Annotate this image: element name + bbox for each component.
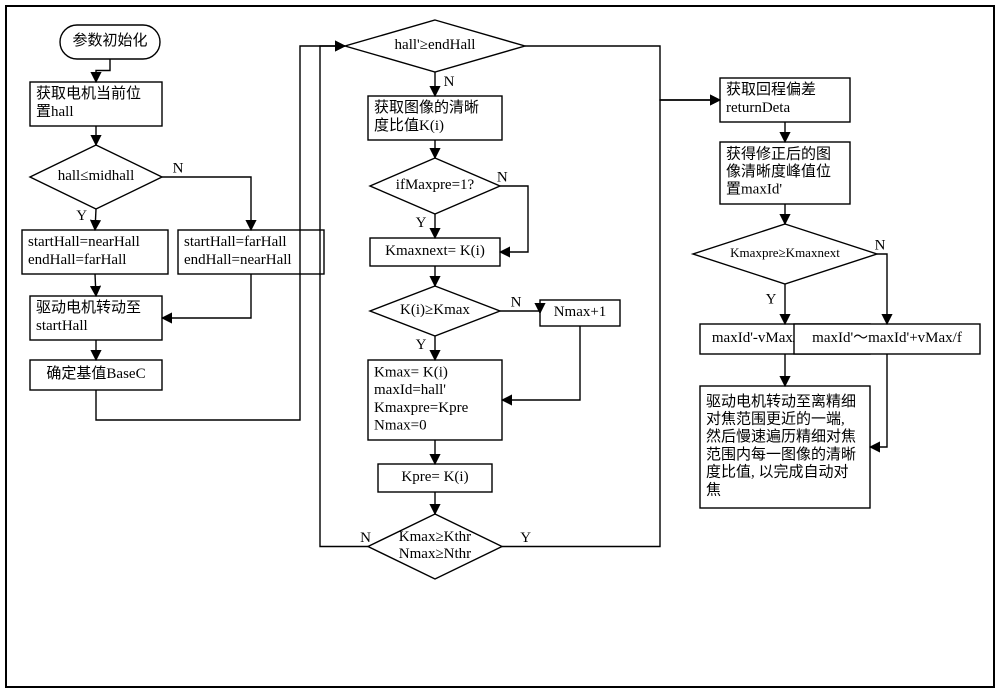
flowchart-canvas: 参数初始化获取电机当前位置hall hall≤midhall startHall=n…	[0, 0, 1000, 693]
edge-label: N	[444, 74, 455, 90]
svg-text:Kmaxpre≥Kmaxnext: Kmaxpre≥Kmaxnext	[730, 245, 840, 260]
node-n_far: startHall=farHallendHall=nearHall	[178, 230, 324, 274]
edge	[162, 177, 251, 230]
svg-text:startHall=nearHallendHall=farH: startHall=nearHallendHall=farHall	[28, 235, 140, 269]
edge-label: Y	[766, 291, 777, 307]
node-n_dec_midhall: hall≤midhall	[30, 145, 162, 209]
edge-label: Y	[416, 215, 427, 231]
node-n_update: Kmax= K(i)maxId=hall'Kmaxpre=KpreNmax=0	[368, 360, 502, 440]
node-n_final: 驱动电机转动至离精细对焦范围更近的一端,然后慢速遍历精细对焦范围内每一图像的清晰…	[700, 386, 870, 508]
node-n_dec_ki_kmax: K(i)≥Kmax	[370, 286, 500, 336]
svg-text:Nmax+1: Nmax+1	[554, 304, 607, 320]
node-n_maxid: 获得修正后的图像清晰度峰值位置maxId'	[720, 142, 850, 204]
node-n_kmaxnext: Kmaxnext= K(i)	[370, 238, 500, 266]
svg-text:确定基值BaseC: 确定基值BaseC	[46, 365, 145, 382]
svg-text:Kmax≥KthrNmax≥Nthr: Kmax≥KthrNmax≥Nthr	[399, 529, 471, 562]
edge-label: N	[360, 530, 371, 546]
svg-text:ifMaxpre=1?: ifMaxpre=1?	[396, 177, 475, 193]
edge-label: Y	[416, 337, 427, 353]
edge	[525, 46, 720, 100]
svg-text:hall≤midhall: hall≤midhall	[58, 168, 135, 184]
edge	[96, 59, 110, 82]
node-n_dec_ifmax: ifMaxpre=1?	[370, 158, 500, 214]
edge	[162, 274, 251, 318]
node-n_range_right: maxId'～maxId'+vMax/f	[794, 324, 980, 354]
edge	[500, 311, 540, 313]
node-n_dec_kmaxpre: Kmaxpre≥Kmaxnext	[693, 224, 877, 284]
node-n_dec_kthr: Kmax≥KthrNmax≥Nthr	[368, 514, 502, 579]
svg-text:K(i)≥Kmax: K(i)≥Kmax	[400, 302, 470, 318]
node-n_get_hall: 获取电机当前位置hall	[30, 82, 162, 126]
svg-text:hall'≥endHall: hall'≥endHall	[395, 37, 476, 53]
edge-label: N	[497, 169, 508, 185]
edge-label: N	[875, 237, 886, 253]
node-n_kpre: Kpre= K(i)	[378, 464, 492, 492]
node-n_basec: 确定基值BaseC	[30, 360, 162, 390]
edge	[320, 46, 368, 547]
node-n_drive_start: 驱动电机转动至startHall	[30, 296, 162, 340]
edge	[870, 354, 887, 447]
svg-text:maxId'～maxId'+vMax/f: maxId'～maxId'+vMax/f	[812, 330, 962, 346]
node-n_ret_deta: 获取回程偏差returnDeta	[720, 78, 850, 122]
svg-text:Kmaxnext= K(i): Kmaxnext= K(i)	[385, 243, 485, 259]
node-n_nmax_inc: Nmax+1	[540, 300, 620, 326]
svg-text:参数初始化: 参数初始化	[72, 32, 147, 49]
edge	[95, 274, 96, 296]
edge	[500, 186, 528, 252]
edge	[502, 326, 580, 400]
svg-text:startHall=farHallendHall=nearH: startHall=farHallendHall=nearHall	[184, 235, 292, 269]
node-n_dec_endhall: hall'≥endHall	[345, 20, 525, 72]
edge	[877, 254, 887, 324]
edge	[95, 209, 96, 230]
svg-text:Kpre= K(i): Kpre= K(i)	[401, 469, 468, 485]
node-n_init: 参数初始化	[60, 25, 160, 59]
node-n_get_ki: 获取图像的清晰度比值K(i)	[368, 96, 502, 140]
edge-label: Y	[76, 208, 87, 224]
node-n_near: startHall=nearHallendHall=farHall	[22, 230, 168, 274]
edge-label: N	[511, 294, 522, 310]
edge-label: Y	[520, 530, 531, 546]
edge-label: N	[173, 160, 184, 176]
